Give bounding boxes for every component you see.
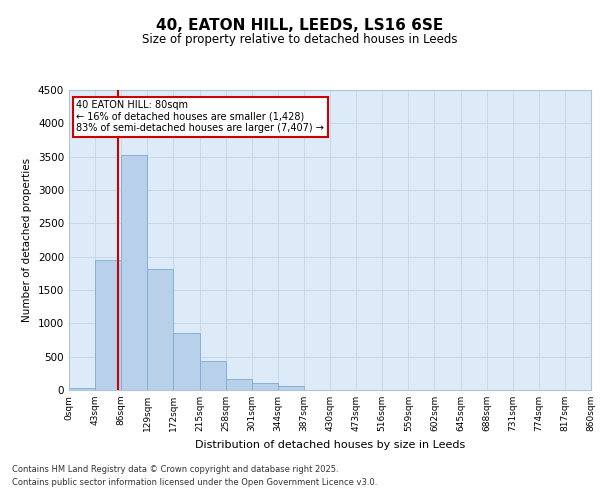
Text: Size of property relative to detached houses in Leeds: Size of property relative to detached ho…: [142, 32, 458, 46]
Bar: [199, 362, 226, 390]
Bar: [121, 156, 148, 390]
Y-axis label: Number of detached properties: Number of detached properties: [22, 158, 32, 322]
Bar: [69, 388, 95, 390]
Text: Contains public sector information licensed under the Open Government Licence v3: Contains public sector information licen…: [12, 478, 377, 487]
Bar: [226, 378, 252, 390]
Bar: [173, 332, 199, 390]
Bar: [278, 386, 304, 390]
Text: 40, EATON HILL, LEEDS, LS16 6SE: 40, EATON HILL, LEEDS, LS16 6SE: [157, 18, 443, 32]
Bar: [148, 268, 173, 390]
Bar: [95, 260, 121, 390]
Text: 40 EATON HILL: 80sqm
← 16% of detached houses are smaller (1,428)
83% of semi-de: 40 EATON HILL: 80sqm ← 16% of detached h…: [76, 100, 324, 133]
Bar: [252, 382, 278, 390]
X-axis label: Distribution of detached houses by size in Leeds: Distribution of detached houses by size …: [195, 440, 465, 450]
Text: Contains HM Land Registry data © Crown copyright and database right 2025.: Contains HM Land Registry data © Crown c…: [12, 466, 338, 474]
